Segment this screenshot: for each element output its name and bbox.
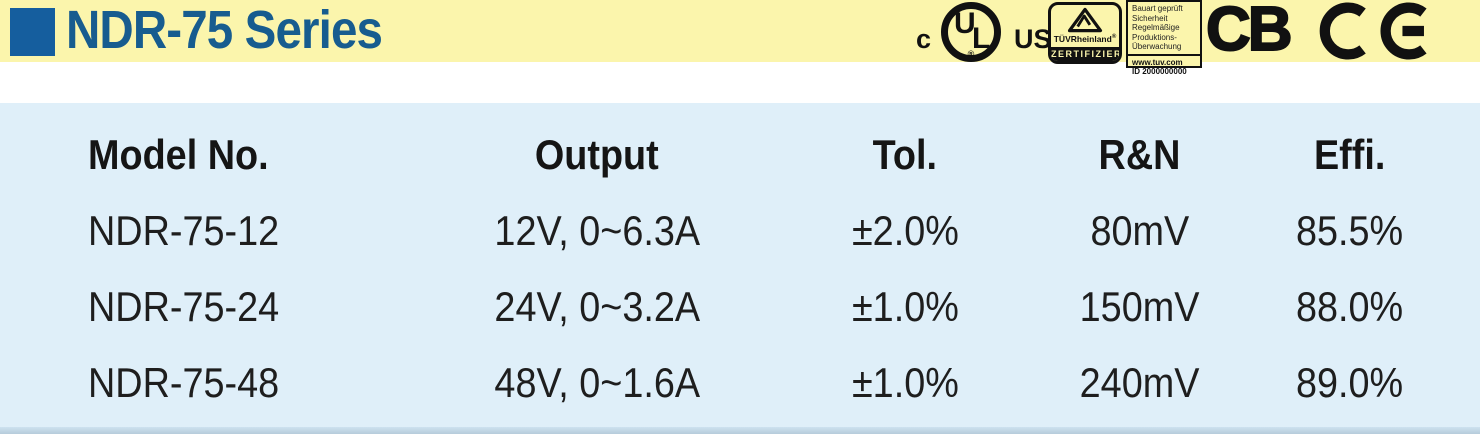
tuv-website: www.tuv.com	[1132, 57, 1183, 67]
table-row: NDR-75-48 48V, 0~1.6A ±1.0% 240mV 89.0%	[0, 345, 1480, 421]
registered-trademark-icon: ®	[967, 49, 975, 59]
output-cell: 12V, 0~6.3A	[494, 207, 700, 254]
column-header-output: Output	[535, 131, 660, 178]
ripple-noise-cell: 80mV	[1090, 207, 1189, 254]
ul-us-suffix: US	[1014, 24, 1052, 54]
certification-marks: c U L ® US TÜVRheinland® ZERTIFIZIERT Ba…	[900, 0, 1480, 76]
table-row: NDR-75-12 12V, 0~6.3A ±2.0% 80mV 85.5%	[0, 193, 1480, 269]
model-cell: NDR-75-48	[88, 359, 280, 406]
accent-square	[10, 8, 55, 56]
page-title: NDR-75 Series	[66, 0, 383, 60]
tuv-panel-line: Produktions-	[1132, 32, 1177, 42]
bottom-edge-strip	[0, 427, 1480, 434]
tuv-panel-line: Regelmäßige	[1132, 23, 1180, 32]
cb-certification-mark: CB	[1205, 0, 1294, 64]
tolerance-cell: ±1.0%	[851, 283, 959, 330]
table-header-row: Model No. Output Tol. R&N Effi.	[0, 117, 1480, 193]
tuv-panel-line: Bauart geprüft	[1132, 4, 1183, 13]
ripple-noise-cell: 150mV	[1079, 283, 1200, 330]
tuv-panel-line: Überwachung	[1132, 42, 1182, 51]
ul-letter-l: L	[972, 22, 991, 55]
tuv-zertifiziert-band: ZERTIFIZIERT	[1051, 47, 1122, 61]
column-header-efficiency: Effi.	[1314, 131, 1386, 178]
output-cell: 24V, 0~3.2A	[494, 283, 700, 330]
tolerance-cell: ±1.0%	[851, 359, 959, 406]
tuv-panel-line: Sicherheit	[1132, 13, 1168, 23]
efficiency-cell: 85.5%	[1296, 207, 1404, 254]
tuv-panel-divider	[1128, 53, 1200, 56]
table-row: NDR-75-24 24V, 0~3.2A ±1.0% 150mV 88.0%	[0, 269, 1480, 345]
tuv-id-number: ID 2000000000	[1132, 67, 1187, 76]
tuv-badge: TÜVRheinland® ZERTIFIZIERT	[1048, 2, 1122, 64]
spec-table: Model No. Output Tol. R&N Effi. NDR-75-1…	[0, 103, 1480, 434]
column-header-model: Model No.	[88, 131, 269, 178]
header-band: NDR-75 Series c U L ® US TÜVRheinland®	[0, 0, 1480, 76]
ripple-noise-cell: 240mV	[1079, 359, 1200, 406]
model-cell: NDR-75-12	[88, 207, 280, 254]
ul-certification-mark: c U L ® US	[916, 0, 1052, 66]
registered-trademark-icon: ®	[1111, 34, 1117, 40]
output-cell: 48V, 0~1.6A	[494, 359, 700, 406]
efficiency-cell: 89.0%	[1296, 359, 1404, 406]
ul-letter-u: U	[954, 7, 976, 40]
ce-certification-mark	[1319, 2, 1427, 60]
column-header-tolerance: Tol.	[872, 131, 938, 178]
tuv-brand-text: TÜVRheinland®	[1053, 33, 1117, 44]
efficiency-cell: 88.0%	[1296, 283, 1404, 330]
column-header-ripple-noise: R&N	[1098, 131, 1181, 178]
model-cell: NDR-75-24	[88, 283, 280, 330]
ul-logo-icon: U L ®	[941, 2, 1001, 62]
tolerance-cell: ±2.0%	[851, 207, 959, 254]
tuv-triangle-icon	[1067, 7, 1103, 33]
ul-canada-prefix: c	[916, 24, 932, 54]
tuv-text-panel: Bauart geprüft Sicherheit Regelmäßige Pr…	[1126, 0, 1202, 76]
